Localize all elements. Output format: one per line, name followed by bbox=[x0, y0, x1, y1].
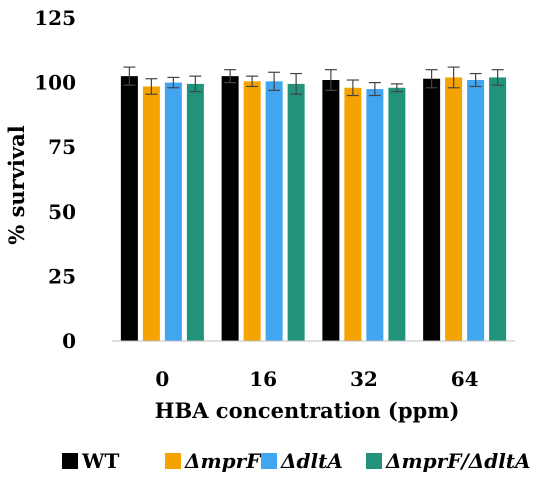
bar bbox=[164, 82, 182, 341]
bar bbox=[445, 77, 463, 341]
bar bbox=[366, 89, 384, 341]
legend-label: ΔdltA bbox=[280, 449, 343, 473]
bar bbox=[467, 80, 485, 342]
legend-swatch bbox=[261, 453, 277, 469]
x-tick-label: 0 bbox=[155, 367, 169, 391]
legend-label: WT bbox=[81, 449, 119, 473]
x-tick-label: 32 bbox=[350, 367, 378, 391]
bar bbox=[265, 81, 283, 342]
legend: WT ΔmprF ΔdltA ΔmprF/ΔdltA bbox=[62, 449, 531, 473]
bar bbox=[243, 81, 261, 342]
legend-swatch bbox=[366, 453, 382, 469]
y-tick-label: 100 bbox=[34, 71, 76, 95]
x-axis-ticks: 0 16 32 64 bbox=[155, 367, 478, 391]
bar bbox=[287, 83, 305, 341]
bars-group bbox=[120, 66, 507, 342]
x-tick-label: 16 bbox=[249, 367, 277, 391]
bar bbox=[322, 80, 340, 342]
y-axis-label: % survival bbox=[4, 125, 29, 244]
x-axis-label: HBA concentration (ppm) bbox=[155, 398, 460, 423]
bar bbox=[221, 76, 239, 341]
bar bbox=[120, 76, 138, 341]
bar bbox=[423, 78, 441, 341]
bar bbox=[186, 83, 204, 341]
bar bbox=[142, 86, 160, 341]
y-tick-label: 50 bbox=[48, 200, 76, 224]
legend-swatch bbox=[165, 453, 181, 469]
bar bbox=[388, 87, 406, 341]
y-tick-label: 25 bbox=[48, 264, 76, 288]
y-tick-label: 75 bbox=[48, 135, 76, 159]
legend-label: ΔmprF bbox=[184, 449, 262, 473]
bar bbox=[489, 77, 507, 341]
y-tick-label: 125 bbox=[34, 6, 76, 30]
y-tick-label: 0 bbox=[62, 329, 76, 353]
bar bbox=[344, 87, 362, 341]
y-axis-ticks: 0 25 50 75 100 125 bbox=[34, 6, 76, 353]
legend-label: ΔmprF/ΔdltA bbox=[385, 449, 531, 473]
legend-swatch bbox=[62, 453, 78, 469]
x-tick-label: 64 bbox=[451, 367, 479, 391]
